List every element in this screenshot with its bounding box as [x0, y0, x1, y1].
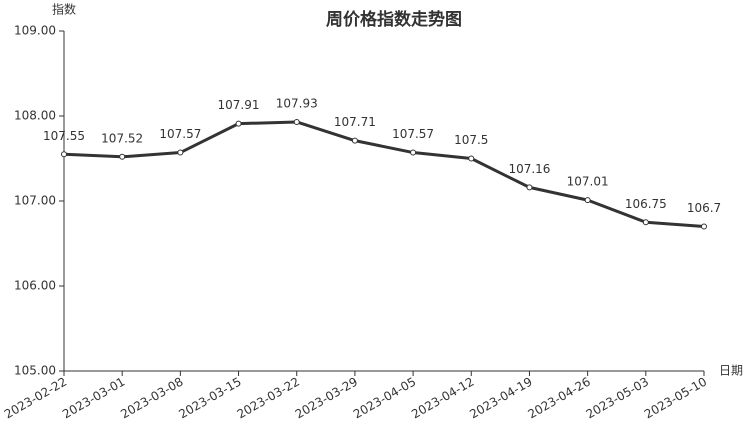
data-point: [584, 197, 591, 204]
x-tick-label: 2023-02-22: [2, 375, 69, 422]
data-label: 107.57: [159, 127, 201, 141]
y-tick-label: 109.00: [14, 24, 56, 38]
x-tick-label: 2023-04-05: [351, 375, 418, 422]
x-tick-label: 2023-04-26: [525, 375, 592, 422]
data-point: [410, 149, 417, 156]
y-tick-label: 106.00: [14, 279, 56, 293]
x-tick-label: 2023-05-10: [642, 375, 709, 422]
x-axis-label: 日期: [719, 364, 743, 378]
data-point: [235, 120, 242, 127]
data-line: [63, 120, 705, 228]
data-label: 107.01: [567, 175, 609, 189]
data-label: 107.52: [101, 131, 143, 145]
y-axis-label: 指数: [52, 2, 76, 17]
data-point: [642, 219, 649, 226]
x-tick-label: 2023-03-22: [235, 375, 302, 422]
data-point: [468, 155, 475, 162]
data-point: [701, 223, 707, 230]
data-point: [526, 184, 533, 191]
data-point: [61, 151, 67, 158]
x-tick-label: 2023-03-15: [176, 375, 243, 422]
data-label: 107.57: [392, 127, 434, 141]
data-label: 106.7: [687, 201, 721, 215]
data-point: [119, 153, 126, 160]
data-label: 107.71: [334, 115, 376, 129]
data-label: 107.5: [454, 133, 488, 147]
y-tick-label: 105.00: [14, 364, 56, 378]
data-point: [177, 149, 184, 156]
chart-title: 周价格指数走势图: [326, 9, 462, 30]
y-tick-label: 107.00: [14, 194, 56, 208]
x-tick-label: 2023-04-19: [467, 375, 534, 422]
x-tick-label: 2023-04-12: [409, 375, 476, 422]
data-point: [351, 137, 358, 144]
data-label: 107.91: [218, 98, 260, 112]
x-tick-label: 2023-03-01: [60, 375, 127, 422]
data-point: [293, 118, 300, 125]
data-label: 107.55: [43, 129, 85, 143]
x-tick-label: 2023-05-03: [584, 375, 651, 422]
x-tick-label: 2023-03-29: [293, 375, 360, 422]
data-label: 107.93: [276, 96, 318, 110]
data-label: 107.16: [508, 162, 550, 176]
data-label: 106.75: [625, 197, 667, 211]
y-tick-label: 108.00: [14, 109, 56, 123]
x-tick-label: 2023-03-08: [118, 375, 185, 422]
